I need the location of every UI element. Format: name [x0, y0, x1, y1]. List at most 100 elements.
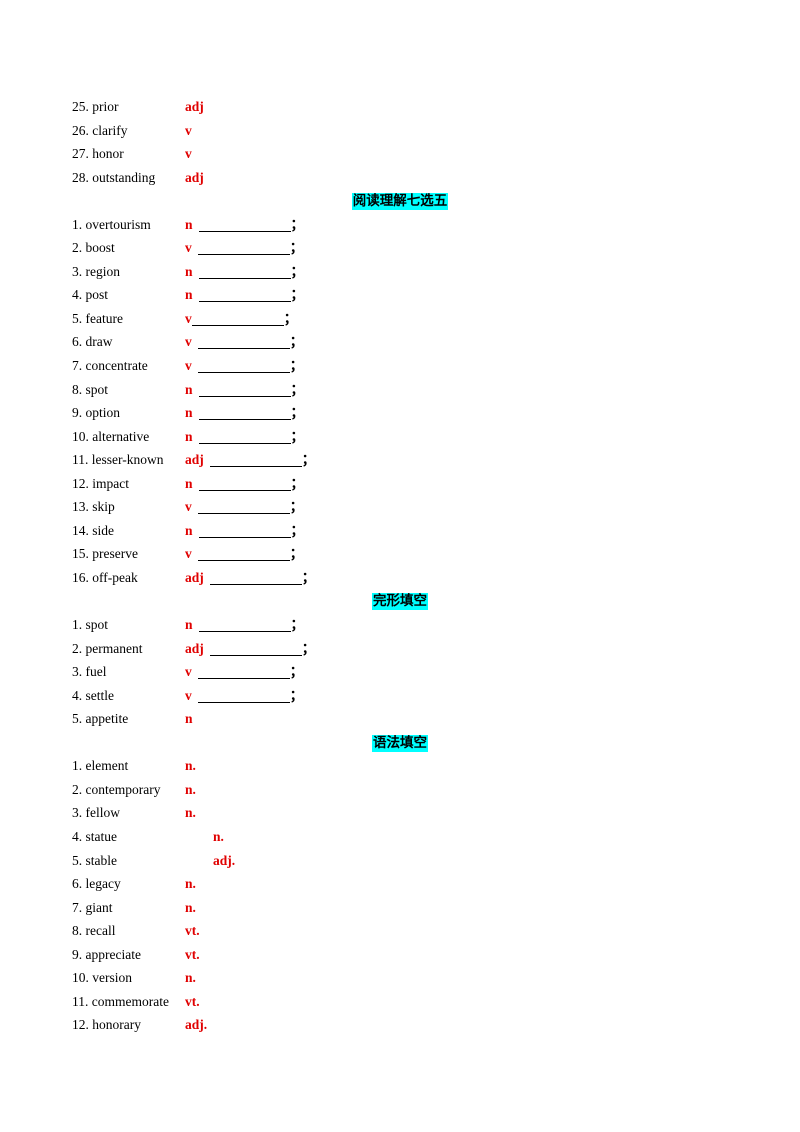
list-item: 5. appetite n [72, 707, 728, 731]
pos-label: n [185, 216, 193, 232]
pos-label: v [185, 499, 192, 515]
pos-label: v [185, 240, 192, 256]
vocab-word: 2. boost [72, 240, 115, 256]
part-of-speech: n. [185, 758, 196, 774]
vocab-word: 14. side [72, 522, 114, 538]
pos-label: v [185, 358, 192, 374]
list-item: 14. side n； [72, 519, 728, 543]
vocab-word: 27. honor [72, 146, 124, 162]
part-of-speech: adj. [213, 852, 236, 868]
part-of-speech: v [185, 122, 192, 138]
pos-label: n [185, 428, 193, 444]
answer-blank[interactable] [198, 264, 291, 279]
semicolon: ； [301, 640, 316, 656]
list-item: 16. off-peak adj ； [72, 566, 728, 590]
part-of-speech: n； [185, 613, 304, 637]
section-heading: 完形填空 [372, 593, 428, 611]
answer-blank[interactable] [198, 476, 291, 491]
list-item: 4. settle v； [72, 684, 728, 708]
answer-blank[interactable] [197, 334, 290, 350]
list-item: 5. stable adj. [72, 849, 728, 873]
part-of-speech: n； [185, 260, 304, 284]
vocab-word: 5. appetite [72, 711, 129, 727]
answer-blank[interactable] [198, 382, 291, 397]
part-of-speech: vt. [185, 923, 200, 939]
answer-blank[interactable] [209, 452, 302, 468]
pos-label: n [185, 287, 193, 303]
answer-blank[interactable] [198, 217, 291, 232]
vocab-word: 4. statue [72, 828, 117, 844]
pos-label: n [185, 522, 193, 538]
semicolon: ； [290, 216, 305, 232]
part-of-speech: n. [185, 781, 196, 797]
answer-blank[interactable] [209, 570, 302, 585]
list-item: 3. fuel v； [72, 660, 728, 684]
answer-blank[interactable] [209, 641, 302, 656]
vocab-word: 10. version [72, 970, 132, 986]
semicolon: ； [301, 569, 316, 585]
vocab-word: 1. spot [72, 617, 109, 633]
vocab-word: 16. off-peak [72, 569, 138, 585]
pos-label: adj [185, 569, 204, 585]
pos-label: n [185, 405, 193, 421]
semicolon: ； [290, 287, 305, 303]
list-item: 9. appreciate vt. [72, 943, 728, 967]
list-item: 2. contemporary n. [72, 778, 728, 802]
answer-blank[interactable] [198, 617, 291, 633]
list-item: 12. honorary adj. [72, 1013, 728, 1037]
section-heading-row: 完形填空 [72, 589, 728, 613]
part-of-speech: n. [185, 805, 196, 821]
part-of-speech: adj. [185, 1017, 208, 1033]
part-of-speech: v [185, 146, 192, 162]
part-of-speech: v； [185, 660, 303, 684]
answer-blank[interactable] [197, 240, 290, 256]
part-of-speech: n； [185, 283, 304, 307]
semicolon: ； [289, 499, 304, 515]
vocab-word: 4. post [72, 287, 109, 303]
semicolon: ； [289, 546, 304, 562]
vocab-word: 3. region [72, 263, 120, 279]
list-item: 1. overtourism n； [72, 213, 728, 237]
list-item: 8. spot n； [72, 378, 728, 402]
vocab-word: 3. fellow [72, 805, 120, 821]
semicolon: ； [290, 475, 305, 491]
vocab-word: 12. honorary [72, 1017, 141, 1033]
vocab-word: 28. outstanding [72, 169, 156, 185]
vocab-word: 8. spot [72, 381, 109, 397]
part-of-speech: n. [213, 828, 224, 844]
vocab-word: 2. permanent [72, 640, 143, 656]
semicolon: ； [289, 334, 304, 350]
vocab-word: 11. commemorate [72, 993, 169, 1009]
vocab-word: 6. legacy [72, 876, 121, 892]
section-heading: 语法填空 [372, 734, 428, 752]
list-item: 11. commemorate vt. [72, 990, 728, 1014]
part-of-speech: vt. [185, 946, 200, 962]
answer-blank[interactable] [198, 287, 291, 303]
pos-label: n [185, 475, 193, 491]
semicolon: ； [290, 381, 305, 397]
answer-blank[interactable] [197, 358, 290, 374]
vocab-word: 9. option [72, 405, 121, 421]
list-item: 2. permanent adj ； [72, 637, 728, 661]
answer-blank[interactable] [197, 664, 290, 680]
list-item: 4. post n； [72, 283, 728, 307]
part-of-speech: n. [185, 876, 196, 892]
list-item: 2. boost v； [72, 236, 728, 260]
part-of-speech: v； [185, 495, 303, 519]
answer-blank[interactable] [197, 546, 290, 562]
vocab-word: 26. clarify [72, 122, 128, 138]
part-of-speech: adj [185, 99, 204, 114]
answer-blank[interactable] [198, 405, 291, 421]
list-item: 1. element n. [72, 754, 728, 778]
answer-blank[interactable] [191, 311, 284, 326]
pos-label: n [185, 617, 193, 633]
pos-label: adj [185, 640, 204, 656]
answer-blank[interactable] [198, 523, 291, 538]
answer-blank[interactable] [197, 499, 290, 515]
answer-blank[interactable] [197, 688, 290, 703]
vocab-word: 7. concentrate [72, 358, 148, 374]
vocab-word: 1. element [72, 758, 129, 774]
answer-blank[interactable] [198, 429, 291, 444]
part-of-speech: n； [185, 425, 304, 449]
